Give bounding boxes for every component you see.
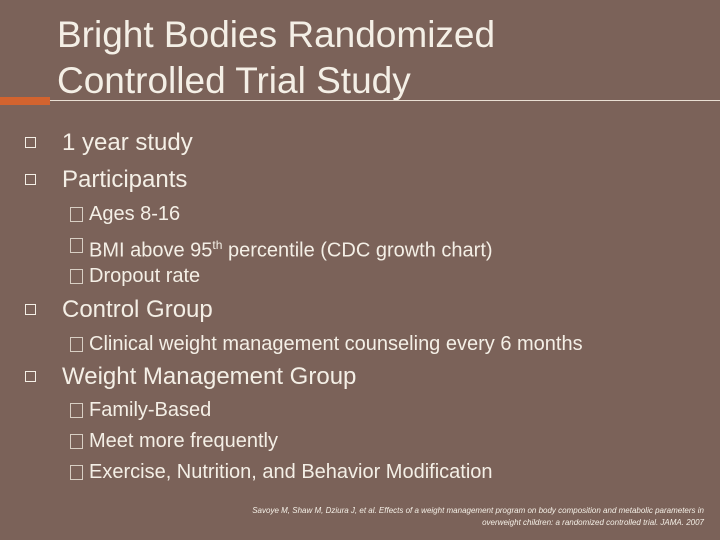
bullet: Weight Management Group bbox=[24, 363, 357, 390]
sub-bullet: Ages 8-16 bbox=[69, 203, 181, 225]
citation-line: Savoye M, Shaw M, Dziura J, et al. Effec… bbox=[252, 506, 704, 515]
sub-bullet: Exercise, Nutrition, and Behavior Modifi… bbox=[70, 461, 493, 483]
text: BMI above 95 bbox=[89, 239, 213, 262]
sub-bullet: Meet more frequently bbox=[70, 430, 278, 452]
citation-line: overweight children: a randomized contro… bbox=[482, 518, 704, 527]
accent-bar bbox=[0, 97, 50, 105]
bullet: Control Group bbox=[25, 296, 213, 323]
superscript: th bbox=[212, 238, 223, 252]
sub-bullet: Dropout rate bbox=[69, 265, 201, 287]
sub-bullet: BMI above 95th percentile (CDC growth ch… bbox=[70, 232, 493, 264]
sub-bullet: Clinical weight management counseling ev… bbox=[70, 333, 583, 355]
sub-bullet: Family-Based bbox=[69, 399, 212, 421]
bullet: 1 year study bbox=[25, 129, 193, 156]
bullet: Participants bbox=[24, 166, 188, 193]
text: percentile (CDC growth chart) bbox=[228, 239, 493, 262]
title-rule bbox=[50, 100, 720, 101]
slide-title: Bright Bodies Randomized Controlled Tria… bbox=[57, 14, 496, 101]
citation: Savoye M, Shaw M, Dziura J, et al. Effec… bbox=[252, 505, 704, 529]
